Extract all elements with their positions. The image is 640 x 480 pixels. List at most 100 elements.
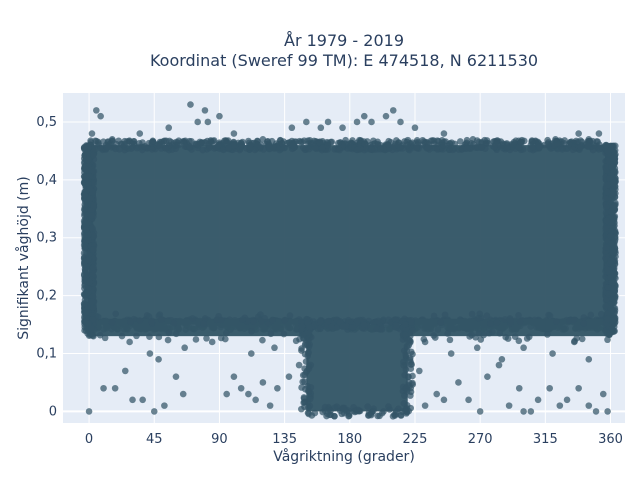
data-point [406,354,414,362]
data-point [574,138,582,146]
data-point [489,328,496,336]
data-point [416,367,423,375]
data-point [516,318,524,325]
data-point [94,313,102,321]
data-point [606,330,614,338]
data-point [148,146,156,153]
data-point [252,396,259,404]
data-points [80,101,619,420]
data-point [274,384,281,392]
data-point [259,136,267,143]
data-point [82,309,90,316]
data-point [145,313,153,320]
data-point [298,384,305,391]
data-point [96,331,104,339]
data-point [463,145,471,152]
y-tick-label: 0,1 [36,347,57,362]
data-point [421,402,429,409]
data-point [469,136,477,143]
data-point [237,384,245,392]
data-point [181,344,188,352]
data-point [580,320,587,327]
data-point [431,334,439,341]
data-point [200,320,207,327]
data-point [90,151,97,159]
data-point [108,136,116,143]
data-point [280,330,288,338]
data-point [476,408,484,415]
data-point [607,208,615,215]
data-point [186,143,193,151]
data-point [602,195,609,202]
data-point [82,173,89,181]
data-point [373,325,381,333]
data-point [360,321,368,328]
data-point [93,107,100,114]
data-point [602,141,610,149]
data-point [136,130,144,137]
data-point [210,137,218,144]
data-point [305,145,313,153]
data-point [393,322,400,329]
data-point [392,408,400,415]
data-point [324,118,332,126]
x-tick-label: 90 [211,432,228,447]
data-point [323,412,330,420]
data-point [265,142,273,150]
data-point [571,338,578,346]
data-point [317,318,324,325]
x-tick-label: 45 [146,432,163,447]
data-point [389,413,397,420]
data-point [162,145,169,152]
data-point [610,179,617,187]
data-point [148,318,156,326]
data-point [374,140,381,148]
data-point [336,146,343,154]
x-tick-label: 270 [468,432,493,447]
data-point [552,136,559,143]
data-point [82,166,89,173]
x-tick-label: 180 [337,432,362,447]
data-point [603,295,610,303]
data-point [80,249,88,257]
data-point [213,316,221,324]
chart-title-line-1: År 1979 - 2019 [284,31,404,50]
data-point [201,139,209,146]
data-point [306,324,313,331]
data-point [394,141,402,149]
data-point [91,146,99,153]
data-point [493,319,501,326]
data-point [81,212,88,219]
data-point [305,363,313,370]
data-point [400,399,408,407]
data-point [569,146,577,154]
data-point [536,143,543,151]
data-point [563,396,571,404]
data-point [203,335,210,342]
data-point [603,217,611,224]
data-point [304,399,312,406]
data-point [327,407,334,415]
data-point [247,350,255,357]
data-point [105,143,112,150]
data-point [339,124,346,132]
data-point [370,405,377,412]
dense-point-region [306,324,408,412]
data-point [305,348,312,356]
data-point [466,333,473,340]
data-point [84,330,91,337]
data-point [605,158,613,165]
data-point [503,144,511,152]
data-point [364,403,371,410]
data-point [349,137,356,144]
data-point [248,328,255,335]
data-point [407,316,415,324]
data-point [292,337,300,345]
data-point [450,145,458,152]
data-point [288,124,296,132]
data-point [448,139,455,146]
data-point [81,300,88,307]
data-point [412,144,420,152]
data-point [214,142,222,149]
data-point [87,207,95,215]
